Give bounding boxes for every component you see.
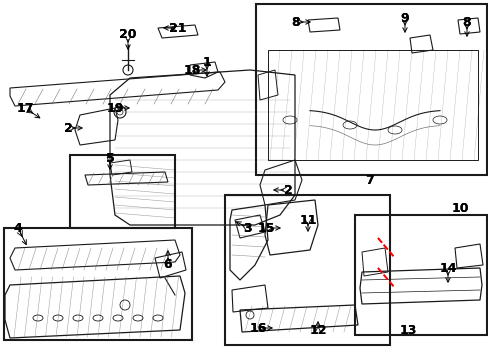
Text: 20: 20 [119, 28, 137, 41]
Text: 4: 4 [14, 221, 22, 234]
Text: 21: 21 [169, 22, 186, 35]
Text: 4: 4 [14, 221, 22, 234]
Text: 2: 2 [283, 184, 292, 197]
Text: 8: 8 [462, 15, 470, 28]
Text: 17: 17 [16, 102, 34, 114]
Text: 12: 12 [308, 324, 326, 337]
Text: 12: 12 [308, 324, 326, 337]
Text: 2: 2 [63, 122, 72, 135]
Text: 2: 2 [283, 184, 292, 197]
Text: 9: 9 [400, 12, 408, 24]
Text: 3: 3 [243, 221, 252, 234]
Text: 15: 15 [257, 221, 274, 234]
Text: 21: 21 [169, 22, 186, 35]
Text: 5: 5 [105, 152, 114, 165]
Text: 17: 17 [16, 102, 34, 114]
Bar [70, 155, 175, 228]
Text: 7: 7 [365, 174, 374, 186]
Text: 2: 2 [63, 122, 72, 135]
Text: 16: 16 [249, 321, 266, 334]
Text: 13: 13 [399, 324, 416, 337]
Text: 18: 18 [183, 63, 200, 77]
Text: 14: 14 [438, 261, 456, 274]
Text: 11: 11 [299, 213, 316, 226]
Text: 15: 15 [257, 221, 274, 234]
Text: 10: 10 [450, 202, 468, 215]
Bar [224, 195, 389, 345]
Text: 9: 9 [400, 12, 408, 24]
Text: 20: 20 [119, 28, 137, 41]
Text: 1: 1 [202, 55, 211, 68]
Text: 1: 1 [202, 55, 211, 68]
Bar [256, 4, 486, 175]
Text: 6: 6 [163, 258, 172, 271]
Text: 19: 19 [106, 102, 123, 114]
Text: 7: 7 [365, 174, 374, 186]
Text: 3: 3 [243, 221, 252, 234]
Text: 10: 10 [450, 202, 468, 215]
Text: 18: 18 [183, 63, 200, 77]
Bar [354, 215, 486, 335]
Text: 16: 16 [249, 321, 266, 334]
Text: 6: 6 [163, 258, 172, 271]
Text: 8: 8 [291, 15, 300, 28]
Text: 13: 13 [399, 324, 416, 337]
Text: 19: 19 [106, 102, 123, 114]
Bar [4, 228, 192, 340]
Text: 11: 11 [299, 213, 316, 226]
Text: 8: 8 [462, 15, 470, 28]
Text: 8: 8 [291, 15, 300, 28]
Text: 5: 5 [105, 152, 114, 165]
Text: 14: 14 [438, 261, 456, 274]
